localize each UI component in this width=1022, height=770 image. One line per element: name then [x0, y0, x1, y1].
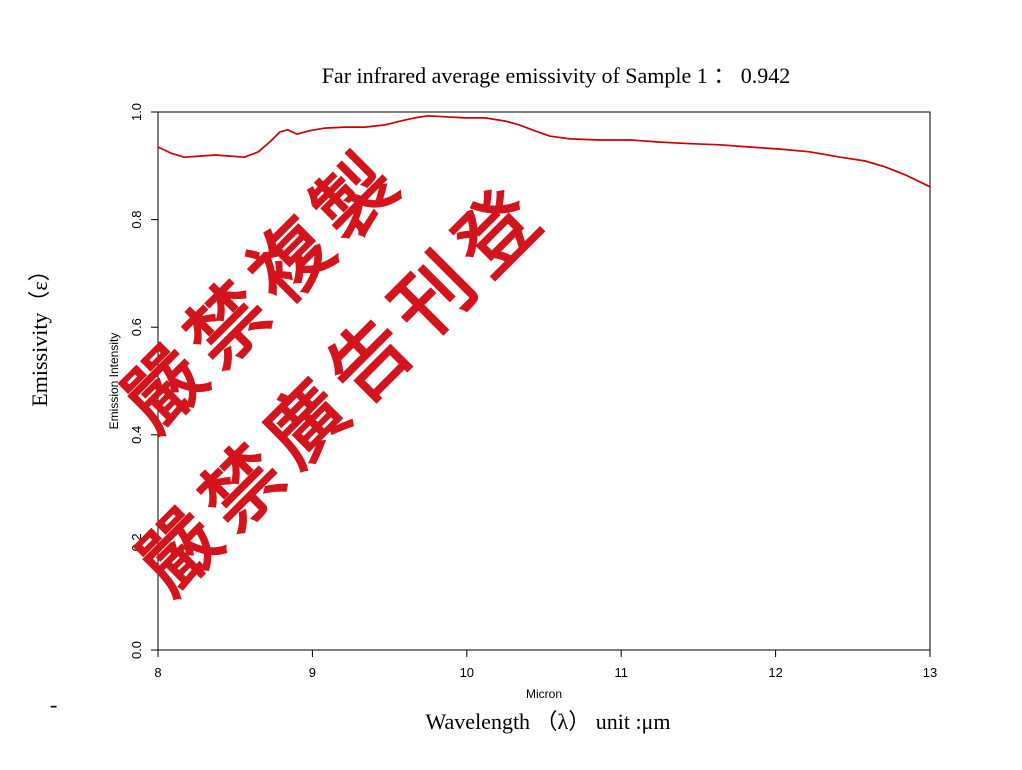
y-tick-label: 1.0 [129, 103, 144, 121]
y-tick-label: 0.2 [129, 533, 144, 551]
chart-title: Far infrared average emissivity of Sampl… [322, 63, 791, 88]
y-tick-label: 0.6 [129, 318, 144, 336]
x-tick-label: 10 [460, 665, 474, 680]
x-axis-label: Micron [526, 687, 562, 701]
y-axis-ticks: 0.0 0.2 0.4 0.6 0.8 1.0 [129, 103, 158, 659]
y-tick-label: 0.8 [129, 211, 144, 229]
y-tick-label: 0.0 [129, 641, 144, 659]
x-tick-label: 12 [768, 665, 782, 680]
y-axis-label: Emission Intensity [107, 333, 121, 430]
x-tick-label: 9 [309, 665, 316, 680]
y-tick-label: 0.4 [129, 426, 144, 444]
x-axis-ticks: 8 9 10 11 12 13 [154, 650, 937, 680]
outer-y-axis-label: Emissivity（ε） [27, 259, 52, 406]
x-tick-label: 13 [923, 665, 937, 680]
x-tick-label: 11 [614, 665, 628, 680]
x-tick-label: 8 [154, 665, 161, 680]
outer-x-axis-label: Wavelength （λ） unit :μm [426, 709, 671, 734]
stray-dash-mark: - [50, 692, 57, 717]
series-group [157, 114, 931, 188]
plot-frame [157, 111, 931, 651]
emissivity-curve [157, 114, 931, 188]
